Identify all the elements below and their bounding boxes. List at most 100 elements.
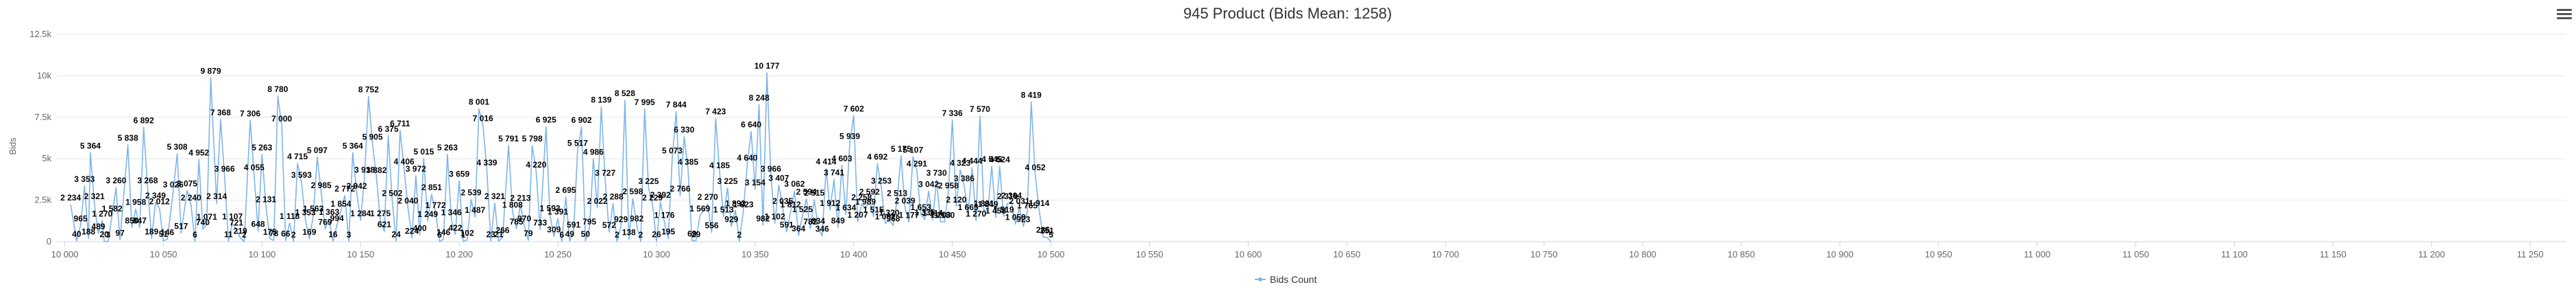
data-label: 721 xyxy=(230,218,243,228)
data-label: 648 xyxy=(252,219,265,229)
x-tick-label: 11 000 xyxy=(2024,249,2050,259)
x-tick-label: 10 100 xyxy=(248,249,275,259)
data-label: 517 xyxy=(174,222,188,231)
data-label: 1 487 xyxy=(465,205,485,215)
data-label: 1 363 xyxy=(319,207,339,217)
data-label: 2 985 xyxy=(311,181,332,190)
x-tick-label: 10 250 xyxy=(544,249,572,259)
data-label: 3 353 xyxy=(74,174,95,184)
data-label: 3 062 xyxy=(784,179,805,189)
data-label: 2 xyxy=(615,230,620,240)
hamburger-menu-icon[interactable] xyxy=(2557,7,2572,21)
legend[interactable]: Bids Count xyxy=(1255,274,1317,285)
data-label: 5 838 xyxy=(118,133,138,143)
data-label: 970 xyxy=(517,214,531,224)
x-tick-label: 11 100 xyxy=(2221,249,2248,259)
y-axis: 0 2.5k 5k 7.5k 10k 12.5k xyxy=(29,29,51,246)
x-tick-label: 10 400 xyxy=(840,249,868,259)
data-label: 3 xyxy=(347,230,352,240)
data-label: 189 xyxy=(145,227,158,236)
data-label: 968 xyxy=(886,214,900,224)
data-label: 1 284 xyxy=(350,209,371,218)
data-label: 8 752 xyxy=(358,85,379,95)
data-label: 97 xyxy=(115,229,125,238)
data-label: 3 407 xyxy=(768,174,789,183)
data-label: 5 517 xyxy=(567,139,588,148)
y-tick-label: 12.5k xyxy=(29,29,51,39)
data-label: 2 314 xyxy=(206,192,227,201)
data-label: 102 xyxy=(461,229,474,238)
data-label: 1 458 xyxy=(985,206,1006,216)
data-label: 8 780 xyxy=(267,84,288,94)
data-label: 1 513 xyxy=(713,205,734,214)
x-tick-label: 10 050 xyxy=(150,249,177,259)
data-label: 138 xyxy=(622,228,636,238)
data-label: 2 515 xyxy=(804,188,824,198)
data-label: 5 798 xyxy=(522,134,543,143)
data-label: 2 xyxy=(737,230,741,240)
x-tick-label: 10 200 xyxy=(445,249,473,259)
data-label: 1 958 xyxy=(125,198,146,207)
x-tick-label: 11 050 xyxy=(2122,249,2149,259)
data-label: 3 741 xyxy=(824,168,844,178)
data-label: 78 xyxy=(269,229,279,238)
data-label: 2 695 xyxy=(556,185,576,195)
data-label: 3 075 xyxy=(177,179,197,189)
data-label: 3 972 xyxy=(406,164,426,174)
data-label: 3 225 xyxy=(717,176,738,186)
data-label: 2 513 xyxy=(887,188,907,198)
data-label: 3 727 xyxy=(595,168,615,178)
data-label: 8 419 xyxy=(1021,91,1042,100)
data-label: 3 386 xyxy=(954,174,974,183)
data-label: 175 xyxy=(263,227,277,237)
data-label: 5 073 xyxy=(662,146,683,155)
data-label: 1 346 xyxy=(441,207,462,217)
data-label: 4 952 xyxy=(188,148,209,157)
data-label: 4 406 xyxy=(394,157,415,167)
data-label: 2 022 xyxy=(587,196,608,206)
data-label: 26 xyxy=(652,229,661,239)
data-label: 5 xyxy=(1048,230,1053,240)
data-label: 2 392 xyxy=(650,190,671,200)
x-tick-label: 11 150 xyxy=(2320,249,2346,259)
data-label: 169 xyxy=(302,227,316,237)
menu-bar xyxy=(2557,17,2572,19)
data-label: 8 528 xyxy=(615,89,635,98)
data-label: 364 xyxy=(792,224,805,233)
data-label: 1 823 xyxy=(733,200,754,209)
data-label: 3 xyxy=(106,230,110,240)
data-label: 5 308 xyxy=(167,142,188,152)
data-label: 3 253 xyxy=(871,176,892,185)
data-label: 2 240 xyxy=(181,193,201,203)
data-label: 5 107 xyxy=(903,146,923,155)
data-label: 2 539 xyxy=(461,188,481,198)
data-label: 733 xyxy=(533,218,547,227)
data-label: 2 270 xyxy=(698,192,718,202)
x-tick-label: 10 700 xyxy=(1432,249,1459,259)
data-label: 489 xyxy=(91,222,105,231)
data-label: 3 268 xyxy=(137,176,158,185)
data-label: 4 692 xyxy=(867,152,887,162)
data-label: 224 xyxy=(405,227,419,236)
data-label: 929 xyxy=(724,215,738,224)
data-label: 4 414 xyxy=(815,157,836,166)
data-label: 982 xyxy=(630,213,643,223)
data-label: 6 375 xyxy=(378,124,399,134)
data-label: 2 039 xyxy=(895,196,916,206)
data-label: 2 xyxy=(639,230,643,240)
data-label: 1 912 xyxy=(820,198,840,208)
data-label: 2 766 xyxy=(670,184,690,194)
data-label: 2 594 xyxy=(796,187,817,196)
data-label: 847 xyxy=(133,216,147,226)
series-bids-count[interactable] xyxy=(70,72,1052,242)
data-label: 2 958 xyxy=(938,181,959,191)
data-label: 2 120 xyxy=(946,195,966,205)
data-label: 1 092 xyxy=(875,212,896,222)
x-tick-label: 10 750 xyxy=(1530,249,1558,259)
data-label: 266 xyxy=(495,226,509,235)
data-label: 572 xyxy=(602,220,616,230)
data-label: 1 177 xyxy=(898,211,919,220)
series-line[interactable] xyxy=(70,72,1052,242)
x-tick-label: 10 600 xyxy=(1235,249,1262,259)
